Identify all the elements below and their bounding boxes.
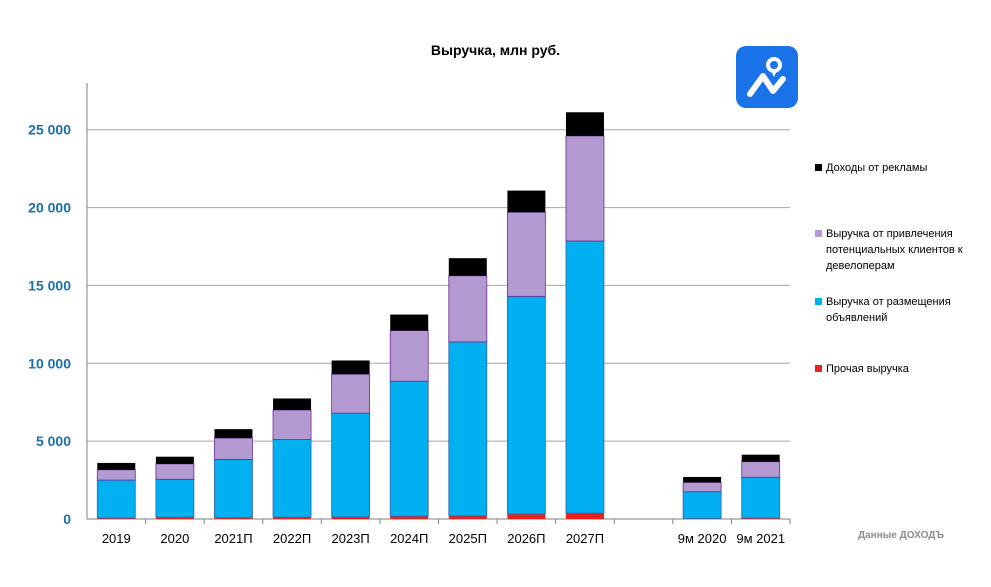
bar-segment — [214, 458, 253, 519]
bar-segment — [682, 482, 722, 493]
bar-segment — [682, 491, 722, 519]
bar-segment — [331, 516, 370, 519]
bar-segment — [507, 514, 546, 519]
bar-segment — [565, 240, 605, 514]
x-tick-label: 2019 — [102, 531, 131, 546]
y-tick-label: 0 — [63, 511, 71, 527]
x-tick-label: 2022П — [273, 531, 311, 546]
x-tick-label: 2021П — [214, 531, 252, 546]
bar-segment — [448, 258, 487, 276]
bar-segment — [448, 341, 488, 517]
x-tick-label: 2025П — [449, 531, 487, 546]
bar-segment — [565, 513, 604, 519]
bar-segment — [96, 469, 136, 481]
bar-segment — [155, 517, 194, 519]
legend-item-leads: Выручка от привлечения потенциальных кли… — [815, 226, 985, 274]
bar-segment — [741, 461, 781, 478]
bar-segment — [389, 330, 429, 382]
bar-segment — [155, 478, 195, 518]
legend-item-other: Прочая выручка — [815, 361, 985, 377]
legend-label: Выручка от привлечения потенциальных кли… — [826, 228, 963, 272]
bar-segment — [214, 437, 253, 460]
bar-segment — [507, 190, 546, 213]
x-tick-label: 2026П — [507, 531, 545, 546]
bar-segment — [741, 454, 780, 462]
x-tick-label: 2020 — [160, 531, 189, 546]
x-tick-label: 9м 2021 — [736, 531, 785, 546]
bar-segment — [272, 409, 312, 440]
bar-segment — [214, 429, 253, 439]
source-note: Данные ДОХОДЪ — [858, 530, 945, 541]
bar-segment — [331, 373, 371, 414]
bar-segment — [683, 476, 722, 483]
bar-segment — [97, 518, 136, 519]
x-tick-label: 2027П — [566, 531, 604, 546]
bar-segment — [97, 462, 136, 470]
y-tick-label: 25 000 — [28, 122, 71, 138]
bar-segment — [214, 517, 253, 519]
legend-label: Прочая выручка — [826, 363, 909, 375]
bar-segment — [155, 463, 195, 480]
x-tick-label: 9м 2020 — [678, 531, 727, 546]
y-tick-label: 20 000 — [28, 200, 71, 216]
x-tick-label: 2023П — [331, 531, 369, 546]
bar-segment — [448, 515, 487, 519]
brand-logo-icon — [736, 46, 798, 108]
chart-title: Выручка, млн руб. — [430, 42, 561, 58]
y-tick-label: 5 000 — [36, 433, 71, 449]
bar-segment — [96, 479, 136, 519]
legend-swatch — [815, 365, 822, 372]
bar-segment — [273, 517, 312, 519]
legend-swatch — [815, 164, 822, 171]
bar-segment — [741, 518, 780, 519]
legend-label: Выручка от размещения объявлений — [826, 296, 951, 324]
bar-segment — [448, 275, 488, 343]
bar-segment — [565, 112, 604, 136]
legend-item-ads: Доходы от рекламы — [815, 160, 985, 176]
legend-label: Доходы от рекламы — [826, 162, 928, 174]
bar-segment — [506, 211, 546, 297]
x-tick-label: 2024П — [390, 531, 428, 546]
legend-swatch — [815, 230, 822, 237]
bar-segment — [331, 412, 371, 518]
legend-item-listings: Выручка от размещения объявлений — [815, 294, 985, 326]
bar-segment — [273, 398, 312, 410]
y-tick-label: 10 000 — [28, 355, 71, 371]
bar-segment — [272, 439, 312, 518]
bar-segment — [390, 516, 429, 519]
legend-swatch — [815, 298, 822, 305]
bar-segment — [506, 295, 546, 515]
bar-segment — [741, 476, 781, 519]
bar-segment — [565, 135, 605, 242]
bar-segment — [390, 314, 429, 331]
bar-segment — [155, 456, 194, 464]
y-tick-label: 15 000 — [28, 277, 71, 293]
bar-segment — [389, 380, 429, 517]
bar-segment — [331, 360, 370, 375]
